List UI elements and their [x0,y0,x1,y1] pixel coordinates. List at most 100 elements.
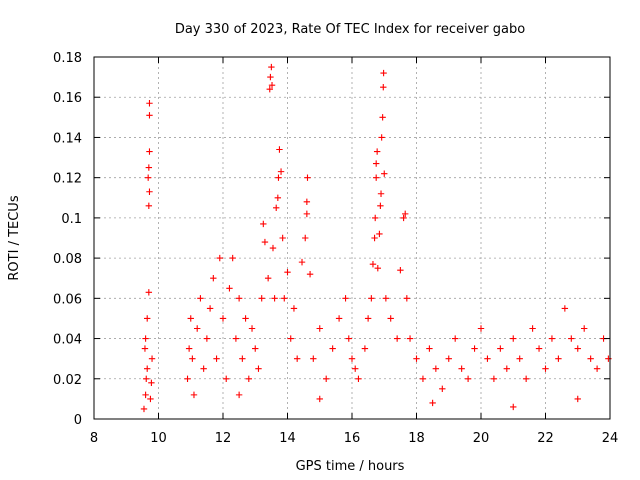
data-point [477,325,485,332]
chart-title: Day 330 of 2023, Rate Of TEC Index for r… [175,22,525,37]
data-point [406,335,414,342]
data-point [143,375,150,382]
data-point [261,238,269,246]
data-point [510,335,517,342]
y-tick-label: 0.1 [61,212,82,227]
data-point [197,295,204,302]
data-point [516,355,523,362]
data-point [413,355,420,362]
y-tick-label: 0.08 [53,252,82,267]
x-tick-labels: 8 10 12 14 16 18 20 22 24 [90,431,618,446]
data-point [497,345,504,352]
data-point [219,315,227,322]
data-point [223,375,230,382]
grid-lines [94,57,610,419]
data-point [535,345,543,352]
data-point [372,174,380,181]
data-point [380,83,387,91]
data-points [140,63,612,413]
data-point [452,335,459,342]
data-point [267,73,274,81]
data-point [229,254,236,262]
data-point [148,355,156,362]
data-point [373,148,381,155]
data-point [429,399,436,407]
data-point [203,335,211,342]
data-point [260,220,267,228]
data-point [372,214,379,222]
data-point [252,345,259,352]
data-point [323,375,330,382]
data-point [185,345,193,352]
data-point [287,335,294,342]
data-point [303,210,311,218]
data-point [555,355,562,362]
y-tick-label: 0.14 [53,131,82,146]
data-point [284,268,291,276]
data-point [381,170,388,177]
data-point [189,355,196,362]
y-tick-label: 0.16 [53,91,82,106]
data-point [382,295,390,302]
data-point [587,355,594,362]
data-point [581,325,588,332]
data-point [146,188,153,195]
data-point [371,234,378,242]
x-tick-label: 22 [537,431,554,446]
data-point [194,325,201,332]
data-point [184,375,191,382]
data-point [464,375,472,382]
data-point [304,174,311,181]
data-point [271,295,278,302]
data-point [402,210,409,218]
data-point [298,258,306,266]
x-tick-label: 24 [602,431,619,446]
data-point [335,315,343,322]
data-point [258,295,265,302]
data-point [290,305,298,312]
x-axis-label: GPS time / hours [296,459,405,474]
x-tick-label: 16 [344,431,361,446]
data-point [310,355,317,362]
data-point [593,365,601,372]
data-point [239,355,246,362]
data-point [200,365,207,372]
data-point [226,285,233,292]
data-point [364,315,372,322]
data-point [140,405,148,413]
data-point [144,365,151,372]
data-point [376,230,383,238]
data-point [379,114,386,121]
y-tick-label: 0.18 [53,51,82,66]
data-point [368,295,375,302]
data-point [276,146,283,153]
data-point [216,254,223,262]
data-point [281,295,288,302]
x-tick-label: 8 [90,431,98,446]
data-point [144,174,152,181]
data-point [397,266,404,274]
data-point [274,194,282,201]
data-point [439,385,446,393]
data-point [503,365,510,372]
data-point [245,375,252,382]
y-tick-label: 0.12 [53,172,82,187]
data-point [145,164,153,171]
x-tick-label: 20 [473,431,490,446]
axis-ticks [93,56,611,420]
y-tick-label: 0.06 [53,292,82,307]
data-point [210,275,217,282]
data-point [471,345,478,352]
data-point [187,315,194,322]
data-point [400,214,407,222]
data-point [277,168,285,175]
data-point [361,345,369,352]
data-point [458,365,465,372]
data-point [148,379,155,386]
y-tick-labels: 0 0.02 0.04 0.06 0.08 0.1 0.12 0.14 0.16 0.18 [53,51,82,428]
data-point [141,345,149,352]
data-point [369,260,377,268]
data-point [352,365,359,372]
data-point [522,375,530,382]
